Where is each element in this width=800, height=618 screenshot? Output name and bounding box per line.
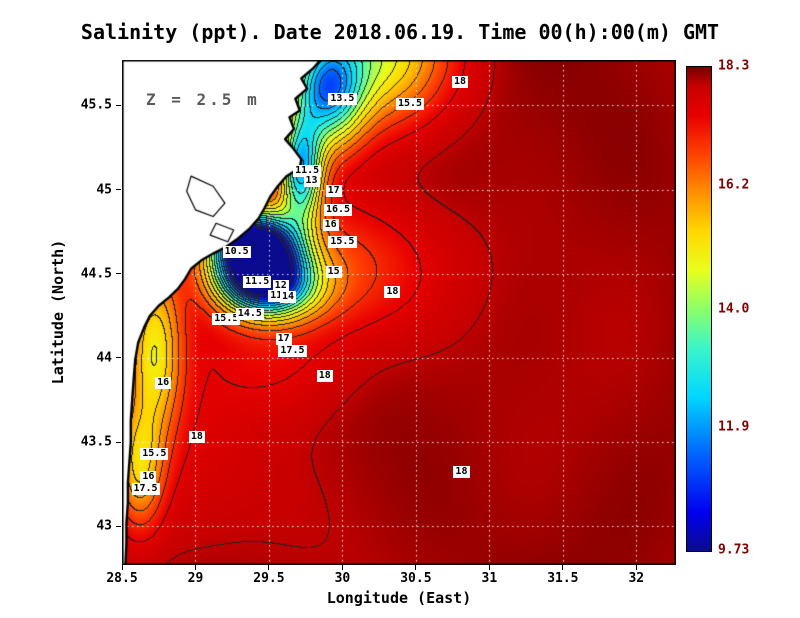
contour-label: 14: [280, 291, 297, 304]
y-tick-mark: [116, 189, 121, 191]
y-tick-label: 45: [96, 182, 112, 198]
x-tick-label: 28.5: [106, 571, 138, 586]
contour-label: 11.5: [243, 276, 272, 289]
colorbar-tick-label: 9.73: [718, 542, 750, 558]
contour-label: 13.5: [328, 92, 357, 105]
contour-label: 12: [272, 279, 289, 292]
colorbar: [686, 66, 712, 552]
y-tick-mark: [116, 273, 121, 275]
depth-annotation: Z = 2.5 m: [146, 90, 260, 109]
y-tick-label: 45.5: [80, 97, 112, 113]
y-tick-mark: [116, 441, 121, 443]
contour-label: 15.5: [395, 97, 425, 110]
colorbar-tick-label: 14.0: [718, 301, 750, 317]
y-tick-label: 43: [96, 518, 112, 534]
x-tick-mark: [635, 565, 637, 570]
contour-label: 15.5: [212, 313, 241, 326]
contour-label: 18: [316, 370, 333, 383]
x-tick-label: 30.5: [400, 571, 432, 586]
x-tick-mark: [268, 565, 270, 570]
y-tick-mark: [116, 104, 121, 106]
y-tick-label: 44: [96, 350, 112, 366]
contour-label: 15: [325, 266, 342, 279]
x-tick-mark: [562, 565, 564, 570]
contour-label: 13: [303, 175, 320, 188]
x-tick-mark: [121, 565, 123, 570]
contour-label: 18: [451, 75, 468, 88]
map-plot-area: Z = 2.5 m 18 13.5 15.5 11.5 13 17 16.5 16 15.5 10…: [122, 60, 676, 565]
x-tick-label: 31: [481, 571, 498, 586]
contour-label: 16.5: [323, 203, 353, 216]
contour-label: 16: [155, 377, 172, 390]
contour-label: 17: [275, 333, 292, 346]
x-tick-mark: [194, 565, 196, 570]
contour-label: 16: [140, 471, 157, 484]
x-tick-label: 30: [334, 571, 351, 586]
figure-title: Salinity (ppt). Date 2018.06.19. Time 00…: [80, 20, 720, 44]
colorbar-tick-label: 18.3: [718, 58, 750, 74]
y-tick-mark: [116, 525, 121, 527]
contour-label: 17.5: [278, 345, 307, 358]
contour-label: 18: [384, 286, 401, 299]
colorbar-tick-label: 11.9: [718, 419, 750, 435]
y-tick-label: 44.5: [80, 266, 112, 282]
contour-label: 15.5: [140, 447, 169, 460]
y-tick-mark: [116, 357, 121, 359]
x-tick-label: 32: [628, 571, 645, 586]
contour-label: 16: [322, 218, 339, 231]
y-tick-label: 43.5: [80, 434, 112, 450]
x-axis-title: Longitude (East): [326, 589, 472, 607]
salinity-field-canvas: [122, 60, 676, 565]
contour-label: 10.5: [222, 245, 251, 258]
x-tick-mark: [341, 565, 343, 570]
contour-label: 17: [325, 185, 342, 198]
contour-label: 15.5: [328, 235, 357, 248]
x-tick-label: 31.5: [547, 571, 579, 586]
contour-label: 18: [188, 431, 205, 444]
contour-label: 11.5: [293, 165, 322, 178]
contour-label: 14.5: [235, 308, 264, 321]
x-tick-mark: [415, 565, 417, 570]
colorbar-tick-label: 16.2: [718, 177, 750, 193]
x-tick-label: 29: [187, 571, 204, 586]
contour-label: 18: [453, 466, 470, 479]
y-axis-title: Latitude (North): [49, 239, 67, 385]
contour-label: 17.5: [131, 483, 160, 496]
x-tick-label: 29.5: [253, 571, 285, 586]
x-tick-mark: [488, 565, 490, 570]
